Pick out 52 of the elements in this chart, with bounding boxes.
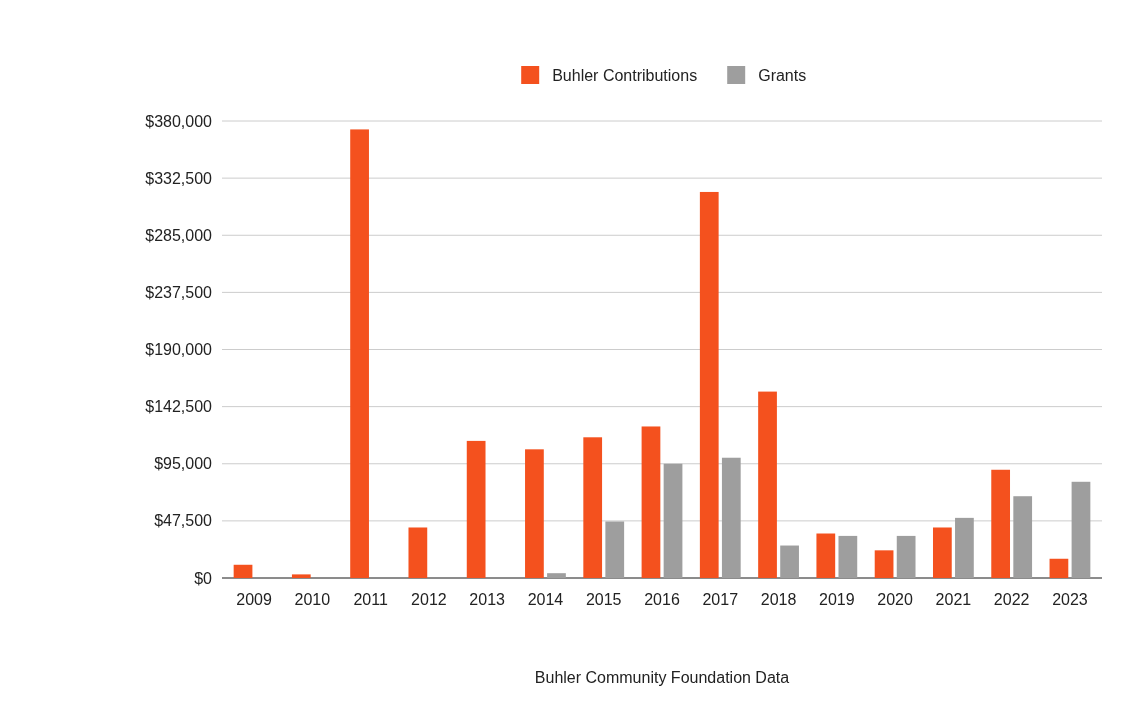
x-tick-label: 2011 — [353, 591, 388, 608]
x-tick-label: 2019 — [819, 591, 855, 608]
bar — [896, 535, 916, 578]
x-tick-label: 2022 — [993, 591, 1030, 608]
x-tick-label: 2014 — [527, 591, 564, 608]
bar — [291, 574, 311, 578]
x-tick-label: 2012 — [411, 591, 447, 608]
x-tick-label: 2010 — [294, 591, 331, 608]
bar — [991, 469, 1011, 578]
bar — [408, 527, 428, 578]
bar — [780, 545, 799, 578]
bar — [233, 564, 253, 578]
bar — [838, 535, 858, 578]
bar — [1071, 481, 1091, 578]
y-tick-label: $190,000 — [145, 341, 213, 359]
x-tick-label: 2020 — [877, 591, 914, 608]
bar — [816, 533, 836, 578]
y-tick-label: $285,000 — [145, 226, 213, 244]
bar — [1013, 496, 1033, 578]
bar — [699, 191, 719, 578]
bar — [350, 129, 369, 578]
bar — [547, 573, 566, 578]
x-tick-label: 2018 — [760, 591, 797, 608]
bar — [605, 521, 625, 578]
y-tick-label: $332,500 — [145, 169, 213, 187]
x-tick-label: 2015 — [585, 591, 622, 608]
legend-label: Buhler Contributions — [552, 66, 698, 84]
x-tick-label: 2016 — [644, 591, 680, 608]
bar — [525, 449, 544, 578]
x-tick-label: 2009 — [236, 591, 272, 608]
x-tick-label: 2023 — [1052, 591, 1088, 608]
bar — [1049, 558, 1069, 578]
x-tick-label: 2017 — [702, 591, 739, 608]
y-tick-label: $380,000 — [145, 112, 213, 130]
bar — [955, 517, 974, 578]
y-tick-label: $237,500 — [145, 283, 213, 301]
y-tick-label: $142,500 — [145, 398, 213, 416]
x-axis-title: Buhler Community Foundation Data — [534, 669, 790, 686]
bar — [721, 457, 741, 578]
y-tick-label: $0 — [194, 569, 213, 587]
x-tick-label: 2013 — [469, 591, 506, 608]
bar — [932, 527, 952, 578]
bar — [641, 426, 661, 578]
bar — [663, 463, 683, 578]
legend-label: Grants — [758, 66, 807, 84]
x-tick-label: 2021 — [935, 591, 972, 608]
bar — [758, 391, 777, 578]
y-tick-label: $47,500 — [154, 512, 213, 530]
y-tick-label: $95,000 — [154, 455, 213, 473]
bar — [466, 440, 486, 578]
bar — [874, 550, 894, 578]
bar — [583, 437, 603, 578]
